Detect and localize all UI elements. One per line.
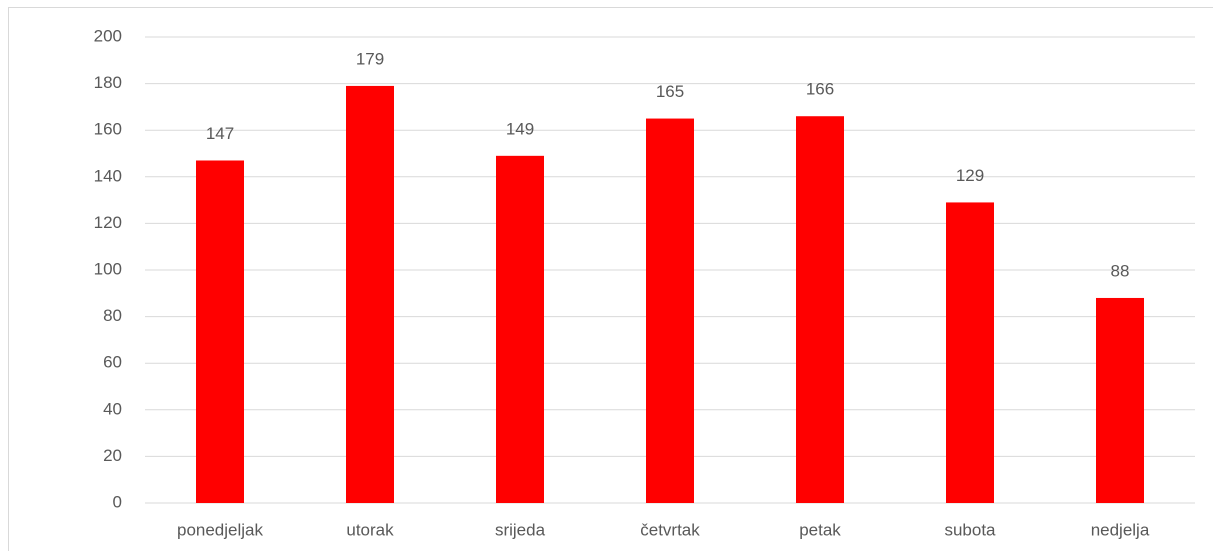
data-label: 179 <box>356 49 384 68</box>
y-tick-label: 200 <box>94 26 122 45</box>
x-tick-label: petak <box>799 520 841 539</box>
x-tick-label: nedjelja <box>1091 520 1150 539</box>
data-label: 166 <box>806 80 834 99</box>
y-tick-label: 20 <box>103 446 122 465</box>
x-tick-label: subota <box>944 520 996 539</box>
bar <box>646 118 694 504</box>
data-label: 149 <box>506 119 534 138</box>
bar <box>346 85 394 504</box>
y-tick-label: 60 <box>103 353 122 372</box>
x-tick-label: ponedjeljak <box>177 520 264 539</box>
data-label: 147 <box>206 124 234 143</box>
chart-border <box>8 7 1213 551</box>
y-tick-label: 120 <box>94 213 122 232</box>
data-label: 88 <box>1111 261 1130 280</box>
data-label: 129 <box>956 166 984 185</box>
bar <box>196 160 244 504</box>
bar <box>946 202 994 503</box>
x-tick-label: utorak <box>346 520 394 539</box>
y-tick-label: 180 <box>94 73 122 92</box>
x-tick-label: srijeda <box>495 520 546 539</box>
y-tick-label: 160 <box>94 120 122 139</box>
bar <box>496 155 544 503</box>
bar <box>796 116 844 503</box>
data-label: 165 <box>656 82 684 101</box>
x-tick-label: četvrtak <box>640 520 700 539</box>
y-tick-label: 40 <box>103 399 122 418</box>
y-tick-label: 80 <box>103 306 122 325</box>
y-tick-label: 100 <box>94 259 122 278</box>
y-tick-label: 0 <box>113 492 122 511</box>
y-tick-label: 140 <box>94 166 122 185</box>
bar <box>1096 297 1144 503</box>
